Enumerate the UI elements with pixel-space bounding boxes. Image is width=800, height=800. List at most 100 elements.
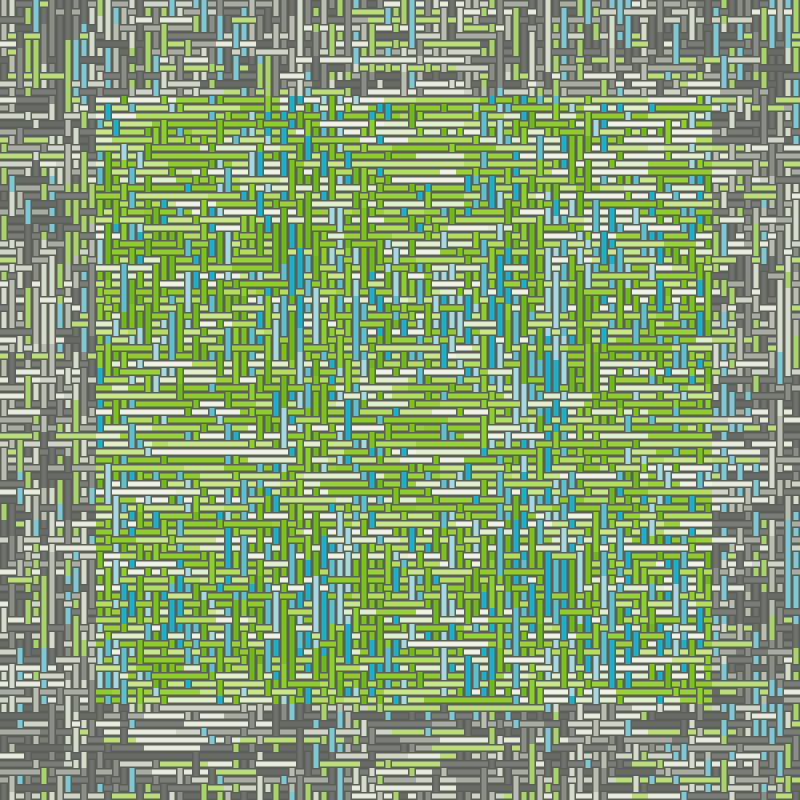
warp-thread bbox=[185, 136, 191, 144]
warp-thread bbox=[257, 208, 263, 216]
warp-thread bbox=[201, 0, 207, 8]
weft-thread bbox=[592, 1, 600, 7]
warp-thread bbox=[793, 264, 799, 272]
warp-thread bbox=[9, 280, 15, 288]
warp-thread bbox=[785, 296, 791, 304]
weft-thread bbox=[392, 193, 400, 199]
warp-thread bbox=[417, 264, 423, 272]
weft-thread bbox=[488, 137, 496, 143]
weft-thread bbox=[40, 137, 48, 143]
warp-thread bbox=[105, 280, 111, 288]
weft-thread bbox=[392, 145, 400, 151]
weft-thread bbox=[320, 185, 328, 191]
warp-thread bbox=[417, 88, 423, 96]
weft-thread bbox=[792, 385, 800, 391]
warp-thread bbox=[25, 248, 31, 256]
warp-thread bbox=[257, 56, 263, 64]
warp-thread bbox=[281, 112, 287, 120]
warp-thread bbox=[265, 304, 271, 312]
warp-thread bbox=[193, 320, 199, 328]
weft-thread bbox=[696, 305, 704, 311]
warp-thread bbox=[145, 40, 151, 48]
weft-thread bbox=[48, 153, 56, 159]
warp-thread bbox=[745, 312, 751, 320]
weft-thread bbox=[240, 345, 248, 351]
weft-thread bbox=[568, 329, 576, 335]
warp-thread bbox=[473, 200, 479, 208]
warp-thread bbox=[33, 80, 39, 88]
warp-thread bbox=[9, 352, 15, 360]
weft-thread bbox=[680, 153, 688, 159]
warp-thread bbox=[521, 224, 527, 232]
weft-thread bbox=[608, 337, 616, 343]
weft-thread bbox=[200, 337, 208, 343]
weft-thread bbox=[216, 273, 224, 279]
weft-thread bbox=[272, 361, 280, 367]
weft-thread bbox=[0, 209, 8, 215]
warp-thread bbox=[361, 168, 367, 176]
weft-thread bbox=[176, 289, 184, 295]
warp-thread bbox=[425, 232, 431, 240]
warp-thread bbox=[9, 320, 15, 328]
weft-thread bbox=[600, 281, 608, 287]
weft-thread bbox=[264, 169, 272, 175]
weft-thread bbox=[408, 329, 416, 335]
warp-thread bbox=[369, 256, 375, 264]
warp-thread bbox=[337, 72, 343, 80]
warp-thread bbox=[561, 376, 567, 384]
warp-thread bbox=[249, 24, 255, 32]
weft-thread bbox=[600, 129, 608, 135]
warp-thread bbox=[345, 304, 351, 312]
warp-thread bbox=[641, 352, 647, 360]
warp-thread bbox=[545, 360, 551, 368]
weft-thread bbox=[624, 249, 632, 255]
weft-thread bbox=[544, 241, 552, 247]
weft-thread bbox=[384, 297, 392, 303]
warp-thread bbox=[129, 88, 135, 96]
warp-thread bbox=[681, 224, 687, 232]
warp-thread bbox=[617, 288, 623, 296]
weft-thread bbox=[600, 313, 608, 319]
weft-thread bbox=[336, 169, 344, 175]
warp-thread bbox=[513, 16, 519, 24]
warp-thread bbox=[273, 256, 279, 264]
warp-thread bbox=[33, 8, 39, 16]
weft-thread bbox=[48, 377, 56, 383]
weft-thread bbox=[592, 273, 600, 279]
weft-thread bbox=[40, 121, 48, 127]
weft-thread bbox=[664, 81, 672, 87]
weft-thread bbox=[200, 153, 208, 159]
warp-thread bbox=[17, 248, 23, 256]
weft-thread bbox=[272, 49, 280, 55]
warp-thread bbox=[673, 48, 679, 56]
warp-thread bbox=[153, 280, 159, 288]
warp-thread bbox=[57, 224, 63, 232]
weft-thread bbox=[656, 241, 664, 247]
weft-thread bbox=[168, 209, 176, 215]
weft-thread bbox=[624, 345, 632, 351]
weft-thread bbox=[432, 97, 440, 103]
weft-thread bbox=[32, 129, 40, 135]
weft-thread bbox=[392, 233, 400, 239]
weft-thread bbox=[568, 233, 576, 239]
warp-thread bbox=[65, 144, 71, 152]
weft-thread bbox=[576, 185, 584, 191]
weft-thread bbox=[624, 137, 632, 143]
warp-thread bbox=[473, 112, 479, 120]
weft-thread bbox=[8, 233, 16, 239]
weft-thread bbox=[72, 321, 80, 327]
weft-thread bbox=[40, 97, 48, 103]
weft-thread bbox=[448, 153, 456, 159]
weft-thread bbox=[312, 1, 320, 7]
warp-thread bbox=[329, 256, 335, 264]
warp-thread bbox=[89, 8, 95, 16]
warp-thread bbox=[609, 280, 615, 288]
warp-thread bbox=[161, 336, 167, 344]
warp-thread bbox=[33, 0, 39, 8]
warp-thread bbox=[57, 200, 63, 208]
warp-thread bbox=[449, 384, 455, 392]
warp-thread bbox=[737, 208, 743, 216]
warp-thread bbox=[545, 184, 551, 192]
weft-thread bbox=[160, 345, 168, 351]
warp-thread bbox=[81, 152, 87, 160]
